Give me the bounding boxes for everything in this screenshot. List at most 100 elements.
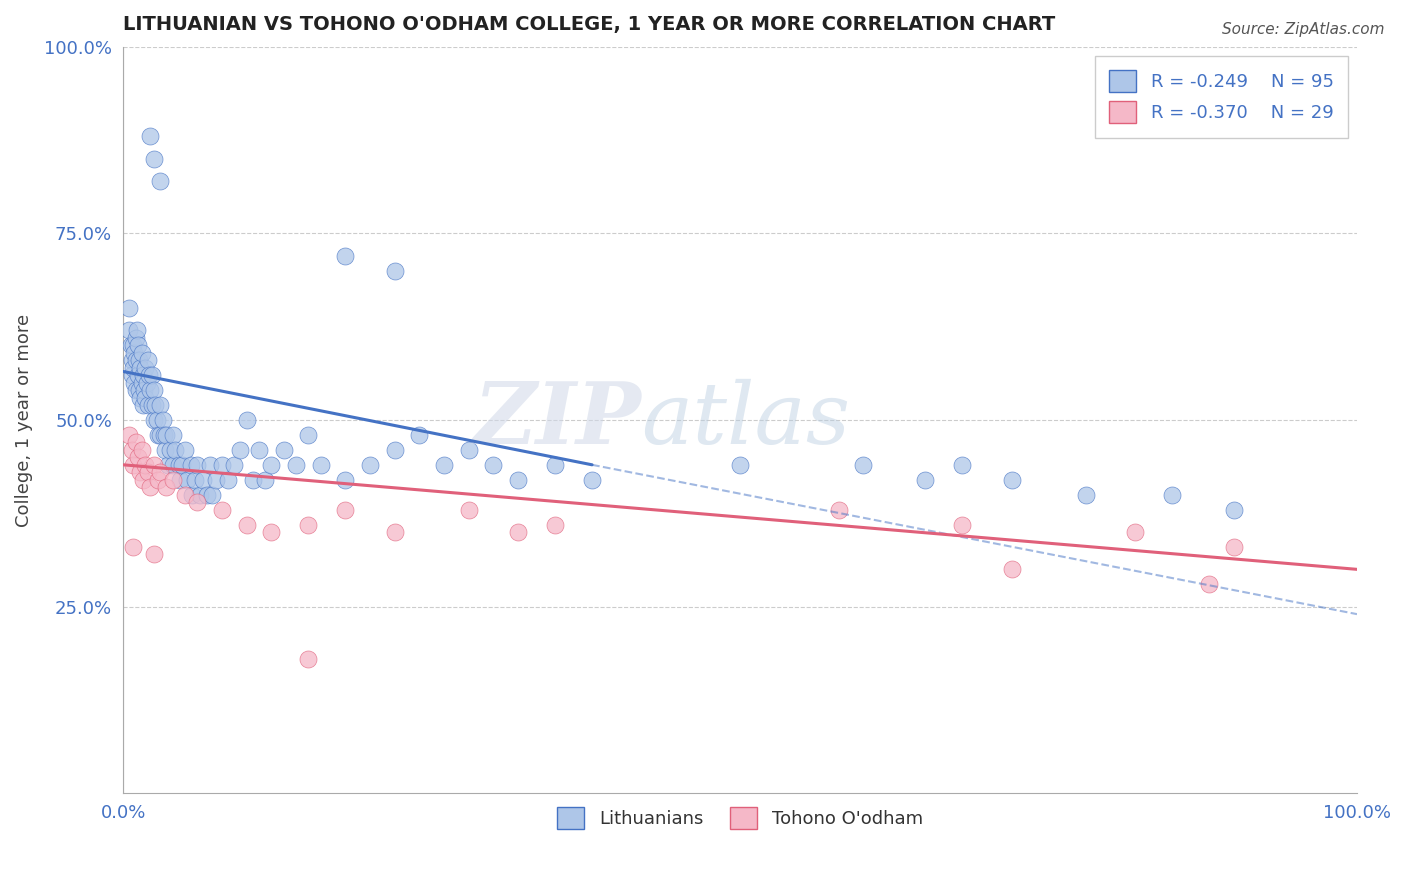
Point (155, 480, 177, 494)
Point (254, 473, 277, 487)
Point (186, 458, 208, 472)
Point (247, 442, 270, 457)
Point (149, 398, 172, 412)
Point (242, 473, 264, 487)
Point (159, 442, 181, 457)
Legend: Lithuanians, Tohono O'odham: Lithuanians, Tohono O'odham (550, 800, 931, 837)
Point (224, 458, 246, 472)
Point (152, 413, 174, 427)
Point (122, 540, 145, 554)
Point (134, 391, 156, 405)
Point (122, 458, 145, 472)
Point (184, 473, 207, 487)
Point (174, 488, 197, 502)
Point (163, 442, 186, 457)
Point (162, 458, 184, 472)
Point (284, 458, 307, 472)
Point (145, 413, 167, 427)
Point (149, 428, 172, 442)
Point (176, 473, 198, 487)
Point (544, 517, 567, 532)
Point (134, 383, 156, 397)
Point (139, 383, 162, 397)
Point (335, 249, 357, 263)
Point (1000, 562, 1022, 576)
Point (127, 450, 149, 465)
Point (124, 376, 146, 390)
Point (384, 524, 406, 539)
Point (143, 398, 166, 412)
Point (433, 458, 456, 472)
Point (118, 428, 141, 442)
Point (506, 524, 529, 539)
Point (141, 398, 163, 412)
Point (384, 263, 406, 277)
Point (127, 368, 149, 383)
Point (120, 338, 142, 352)
Point (135, 376, 157, 390)
Point (544, 458, 567, 472)
Point (297, 652, 319, 666)
Point (229, 442, 252, 457)
Point (506, 473, 529, 487)
Point (950, 458, 973, 472)
Point (121, 353, 143, 368)
Point (914, 473, 936, 487)
Point (828, 502, 851, 516)
Text: atlas: atlas (641, 379, 851, 461)
Point (156, 458, 179, 472)
Point (132, 473, 155, 487)
Point (136, 465, 159, 479)
Point (118, 323, 141, 337)
Point (235, 413, 257, 427)
Point (195, 488, 218, 502)
Point (149, 465, 172, 479)
Point (128, 353, 150, 368)
Point (134, 458, 156, 472)
Point (129, 391, 152, 405)
Point (297, 517, 319, 532)
Point (167, 458, 190, 472)
Point (124, 353, 146, 368)
Point (124, 346, 146, 360)
Point (139, 129, 162, 144)
Point (204, 473, 226, 487)
Point (118, 301, 141, 315)
Point (335, 502, 357, 516)
Point (201, 488, 224, 502)
Point (852, 458, 875, 472)
Point (408, 428, 430, 442)
Point (384, 442, 406, 457)
Point (121, 442, 143, 457)
Text: LITHUANIAN VS TOHONO O'ODHAM COLLEGE, 1 YEAR OR MORE CORRELATION CHART: LITHUANIAN VS TOHONO O'ODHAM COLLEGE, 1 … (124, 15, 1056, 34)
Point (121, 368, 143, 383)
Point (1222, 540, 1244, 554)
Point (139, 480, 162, 494)
Point (193, 473, 215, 487)
Point (457, 442, 479, 457)
Point (211, 458, 233, 472)
Point (134, 360, 156, 375)
Point (1222, 502, 1244, 516)
Point (138, 368, 160, 383)
Point (136, 398, 159, 412)
Y-axis label: College, 1 year or more: College, 1 year or more (15, 313, 32, 526)
Point (260, 524, 283, 539)
Point (162, 473, 184, 487)
Point (198, 458, 221, 472)
Point (132, 398, 155, 412)
Point (162, 428, 184, 442)
Point (180, 458, 202, 472)
Point (1161, 488, 1184, 502)
Point (260, 458, 283, 472)
Point (146, 473, 169, 487)
Point (129, 465, 152, 479)
Point (1123, 524, 1146, 539)
Point (124, 383, 146, 397)
Point (128, 383, 150, 397)
Point (122, 338, 145, 352)
Point (581, 473, 603, 487)
Point (1074, 488, 1097, 502)
Point (122, 360, 145, 375)
Point (211, 502, 233, 516)
